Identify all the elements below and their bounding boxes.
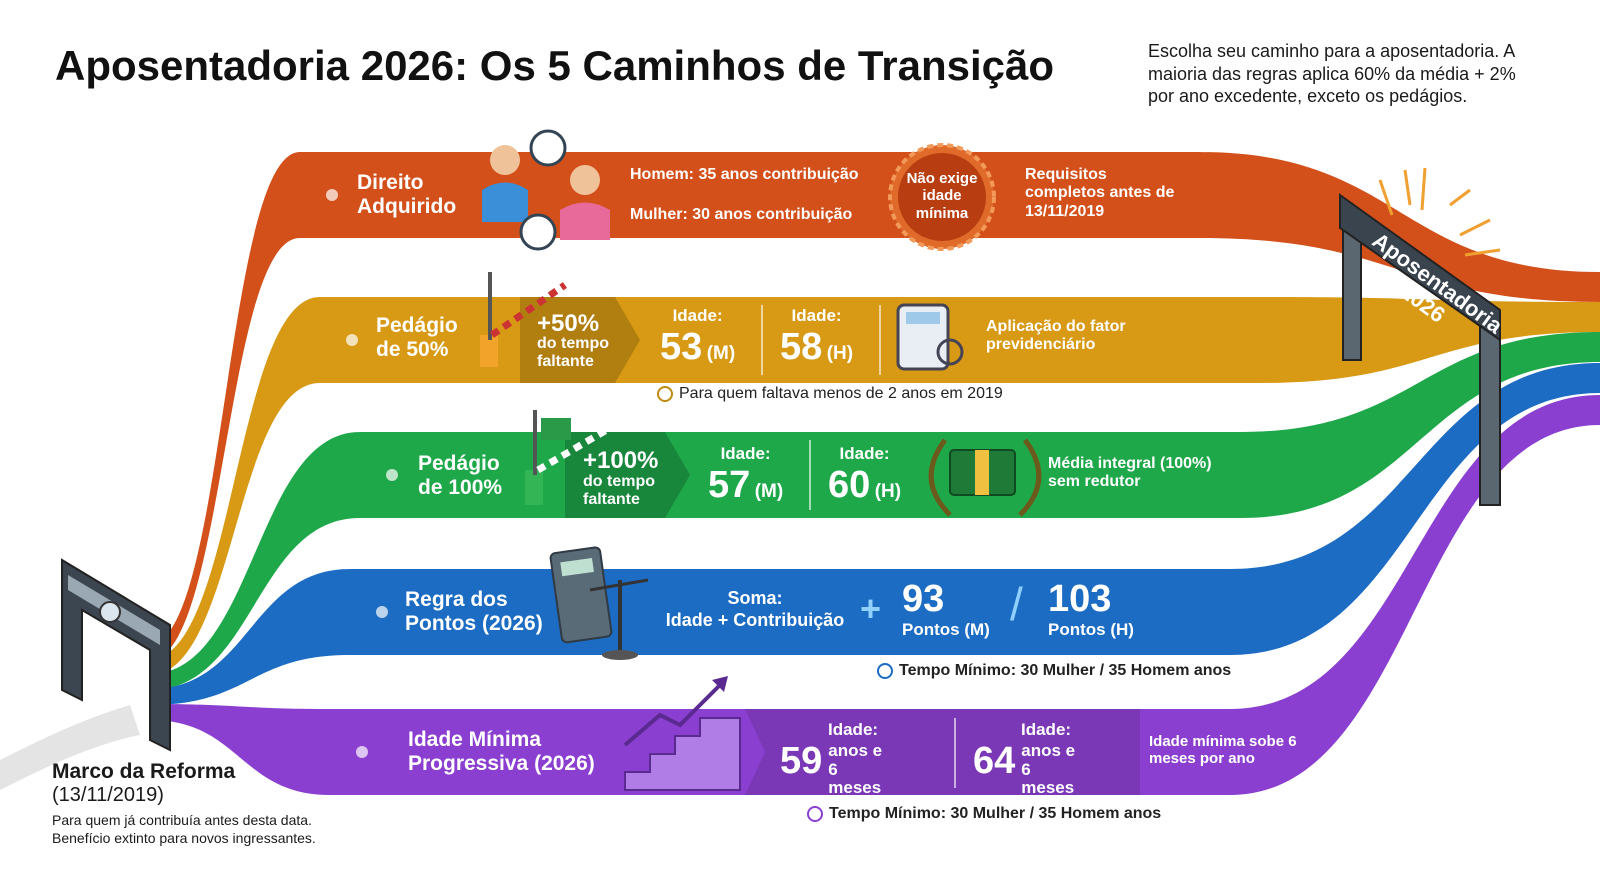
start-label: Marco da Reforma (52, 760, 236, 783)
path-item: Homem: 35 anos contribuição (630, 166, 859, 183)
path-note: Idade mínima sobe 6 meses por ano (1149, 733, 1297, 768)
footnote: Para quem faltava menos de 2 anos em 201… (657, 385, 1003, 403)
start-gate (61, 558, 171, 752)
age-block: Idade: 53 (M) (660, 306, 735, 369)
footnote: Tempo Mínimo: 30 Mulher / 35 Homem anos (877, 662, 1231, 680)
clock-icon (657, 386, 673, 402)
ribbon-dot (356, 746, 368, 758)
toll-value: +100% (583, 447, 659, 474)
age-unit: (M) (754, 481, 784, 502)
path-name: Pedágio de 100% (418, 452, 503, 500)
plus-sign: + (860, 588, 882, 629)
sum-text: Idade + Contribuição (665, 610, 845, 630)
money-wreath-icon (928, 438, 1042, 517)
age-unit: (H) (874, 481, 902, 502)
badge-text: Não exige idade mínima (906, 170, 978, 222)
ribbon-dot (346, 334, 358, 346)
age-label: Idade: (720, 444, 771, 463)
ribbon (150, 332, 1600, 690)
age-label: Idade: (672, 306, 723, 325)
age-label: Idade: (828, 720, 879, 739)
footnote-text: Tempo Mínimo: 30 Mulher / 35 Homem anos (829, 805, 1162, 822)
age-block: Idade: 57 (M) (708, 444, 783, 507)
age-value: 53 (660, 326, 703, 368)
road (0, 705, 140, 790)
start-note: Para quem já contribuía antes desta data… (52, 812, 316, 847)
ribbons (150, 152, 1600, 795)
toll-block (520, 297, 640, 383)
age-block: Idade: 59 anos e 6 meses (M) (780, 720, 950, 817)
age-unit: (H) (826, 343, 854, 364)
points-value: 103 (1048, 578, 1112, 620)
toll-block (565, 432, 690, 518)
sum-label: Soma: (727, 588, 783, 608)
badge-core (898, 153, 986, 241)
separator-sign: / (1010, 578, 1023, 630)
toll-text: do tempo faltante (583, 473, 655, 508)
ribbon-dot (326, 189, 338, 201)
stairs-icon (623, 676, 741, 791)
age-block: Idade: 64 anos e 6 meses (H) (973, 720, 1143, 817)
age-unit: anos e 6 meses (M) (780, 741, 883, 817)
clock-icon (807, 806, 823, 822)
age-block: Idade: 60 (H) (828, 444, 901, 507)
clock-icon (877, 663, 893, 679)
path-note: Requisitos completos antes de 13/11/2019 (1025, 166, 1175, 220)
path-name: Direito Adquirido (357, 171, 457, 219)
ribbon (150, 363, 1600, 705)
age-value: 58 (780, 326, 823, 368)
people-icon (482, 129, 610, 251)
age-label: Idade: (791, 306, 842, 325)
age-block (745, 709, 1140, 795)
age-value: 64 (973, 740, 1016, 782)
path-name: Idade Mínima Progressiva (2026) (408, 728, 595, 776)
age-block: Idade: 58 (H) (780, 306, 853, 369)
age-unit: anos e 6 meses (H) (973, 741, 1076, 817)
age-label: Idade: (839, 444, 890, 463)
start-date: (13/11/2019) (52, 784, 164, 806)
age-label: Idade: (1021, 720, 1072, 739)
footnote-text: Tempo Mínimo: 30 Mulher / 35 Homem anos (899, 662, 1232, 679)
toll-text: do tempo faltante (537, 335, 609, 370)
ribbon-dot (386, 469, 398, 481)
subtitle: Escolha seu caminho para a aposentadoria… (1148, 41, 1516, 106)
footnote-text: Para quem faltava menos de 2 anos em 201… (679, 385, 1003, 402)
end-gate (1339, 167, 1501, 506)
ribbon-dot (376, 606, 388, 618)
path-note: Aplicação do fator previdenciário (986, 318, 1126, 354)
points-unit: Pontos (M) (902, 620, 990, 639)
path-name: Regra dos Pontos (2026) (405, 588, 543, 636)
age-unit: (M) (706, 343, 736, 364)
title: Aposentadoria 2026: Os 5 Caminhos de Tra… (55, 42, 1054, 89)
footnote: Tempo Mínimo: 30 Mulher / 35 Homem anos (807, 805, 1161, 823)
age-value: 59 (780, 740, 823, 782)
path-name: Pedágio de 50% (376, 314, 458, 362)
toll-value: +50% (537, 310, 600, 337)
ribbon (150, 395, 1600, 795)
calculator-icon (896, 303, 964, 371)
path-note: Média integral (100%) sem redutor (1048, 455, 1212, 491)
age-value: 60 (828, 464, 871, 506)
barrier-icon (525, 410, 612, 505)
points-value: 93 (902, 578, 945, 620)
age-value: 57 (708, 464, 751, 506)
ribbon (150, 297, 1600, 675)
points-unit: Pontos (H) (1048, 620, 1134, 639)
ribbon (150, 152, 1600, 660)
barrier-icon (480, 272, 567, 367)
path-item: Mulher: 30 anos contribuição (630, 206, 853, 223)
calculator-scale-icon (549, 546, 649, 660)
